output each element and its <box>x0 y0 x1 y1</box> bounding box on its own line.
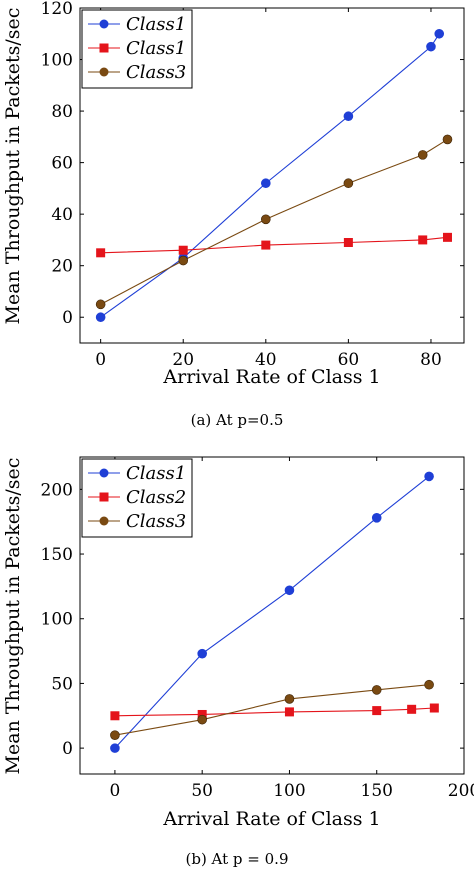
x-tick-label: 0 <box>95 350 106 370</box>
y-tick-label: 20 <box>51 257 73 277</box>
chart-a-xlabel: Arrival Rate of Class 1 <box>162 366 380 388</box>
series-2-point <box>96 248 106 258</box>
legend-label-1: Class1 <box>126 14 186 35</box>
x-tick-label: 20 <box>172 350 194 370</box>
chart-b: 050100150200050100150200 Class1Class2Cla… <box>2 456 474 868</box>
legend-label-2: Class2 <box>126 487 186 508</box>
series-1-point <box>95 312 106 323</box>
series-2-point <box>418 235 428 245</box>
legend-label-3: Class3 <box>126 62 186 83</box>
x-tick-label: 200 <box>448 781 474 801</box>
series-2-point <box>407 704 417 714</box>
series-1-point <box>110 743 120 753</box>
series-1-point <box>197 648 207 659</box>
y-tick-label: 0 <box>62 739 73 759</box>
x-tick-label: 40 <box>255 350 277 370</box>
x-tick-label: 150 <box>361 781 393 801</box>
series-1-point <box>426 41 436 52</box>
series-2-point <box>197 709 207 719</box>
series-2-point <box>429 703 439 713</box>
chart-b-xlabel: Arrival Rate of Class 1 <box>162 808 380 830</box>
chart-a-frame <box>79 7 465 344</box>
series-3-point <box>343 178 354 189</box>
x-tick-label: 80 <box>420 350 442 370</box>
chart-a-axes: 0 20 40 60 80 0 20 40 60 80 100 120 <box>41 0 464 370</box>
series-2-point <box>261 240 271 250</box>
legend-label-1: Class1 <box>126 463 186 484</box>
series-3-point <box>442 134 453 145</box>
x-tick-label: 0 <box>109 781 120 801</box>
series-1-point <box>371 513 382 523</box>
series-3-point <box>261 214 271 225</box>
series-line-2 <box>100 236 448 254</box>
series-3-point <box>284 694 295 704</box>
series-1-point <box>343 111 354 122</box>
series-2-point <box>110 711 120 721</box>
series-1-point <box>434 28 445 39</box>
legend-marker-2 <box>99 43 109 53</box>
chart-b-series <box>110 471 439 753</box>
chart-a-series <box>95 28 453 323</box>
y-tick-label: 80 <box>51 102 73 122</box>
legend-marker-3 <box>99 516 109 526</box>
y-tick-label: 0 <box>62 308 73 328</box>
legend-label-2: Class1 <box>126 38 186 59</box>
chart-a-ylabel: Mean Throughput in Packets/sec <box>2 8 24 325</box>
y-tick-label: 100 <box>41 610 73 630</box>
series-2-point <box>284 707 294 717</box>
series-3-point <box>424 679 434 690</box>
series-1-point <box>261 178 271 189</box>
y-tick-label: 40 <box>51 205 73 225</box>
legend-marker-2 <box>99 492 109 502</box>
series-2-point <box>442 232 452 242</box>
series-line-3 <box>100 138 448 305</box>
chart-a-caption: (a) At p=0.5 <box>191 411 284 429</box>
series-2-point <box>343 238 353 247</box>
series-3-point <box>110 730 120 740</box>
series-line-2 <box>114 707 435 717</box>
legend-marker-1 <box>99 468 109 478</box>
chart-b-frame <box>79 456 465 775</box>
chart-b-caption: (b) At p = 0.9 <box>185 850 288 868</box>
chart-b-legend: Class1 Class2 Class3 <box>81 458 193 538</box>
series-3-point <box>197 714 207 725</box>
x-tick-label: 60 <box>338 350 360 370</box>
legend-label-3: Class3 <box>126 511 186 532</box>
series-3-point <box>95 299 106 310</box>
series-3-point <box>178 255 189 266</box>
x-tick-label: 100 <box>273 781 305 801</box>
x-tick-label: 50 <box>191 781 213 801</box>
series-1-point <box>424 471 434 482</box>
y-tick-label: 150 <box>41 545 73 565</box>
chart-a-legend: Class1 Class1 Class3 <box>81 9 193 89</box>
y-tick-label: 100 <box>41 51 73 71</box>
y-tick-label: 200 <box>41 480 73 500</box>
y-tick-label: 120 <box>41 0 73 19</box>
series-2-point <box>372 706 382 716</box>
chart-b-axes: 0 50 100 150 200 0 50 100 150 200 <box>41 457 474 801</box>
series-3-point <box>417 150 428 160</box>
legend-marker-1 <box>99 19 109 29</box>
chart-b-ylabel: Mean Throughput in Packets/sec <box>2 458 24 775</box>
y-tick-label: 50 <box>51 674 73 694</box>
series-1-point <box>284 585 295 596</box>
series-2-point <box>178 245 188 255</box>
legend-marker-3 <box>99 67 109 77</box>
series-3-point <box>371 685 382 695</box>
y-tick-label: 60 <box>51 154 73 174</box>
